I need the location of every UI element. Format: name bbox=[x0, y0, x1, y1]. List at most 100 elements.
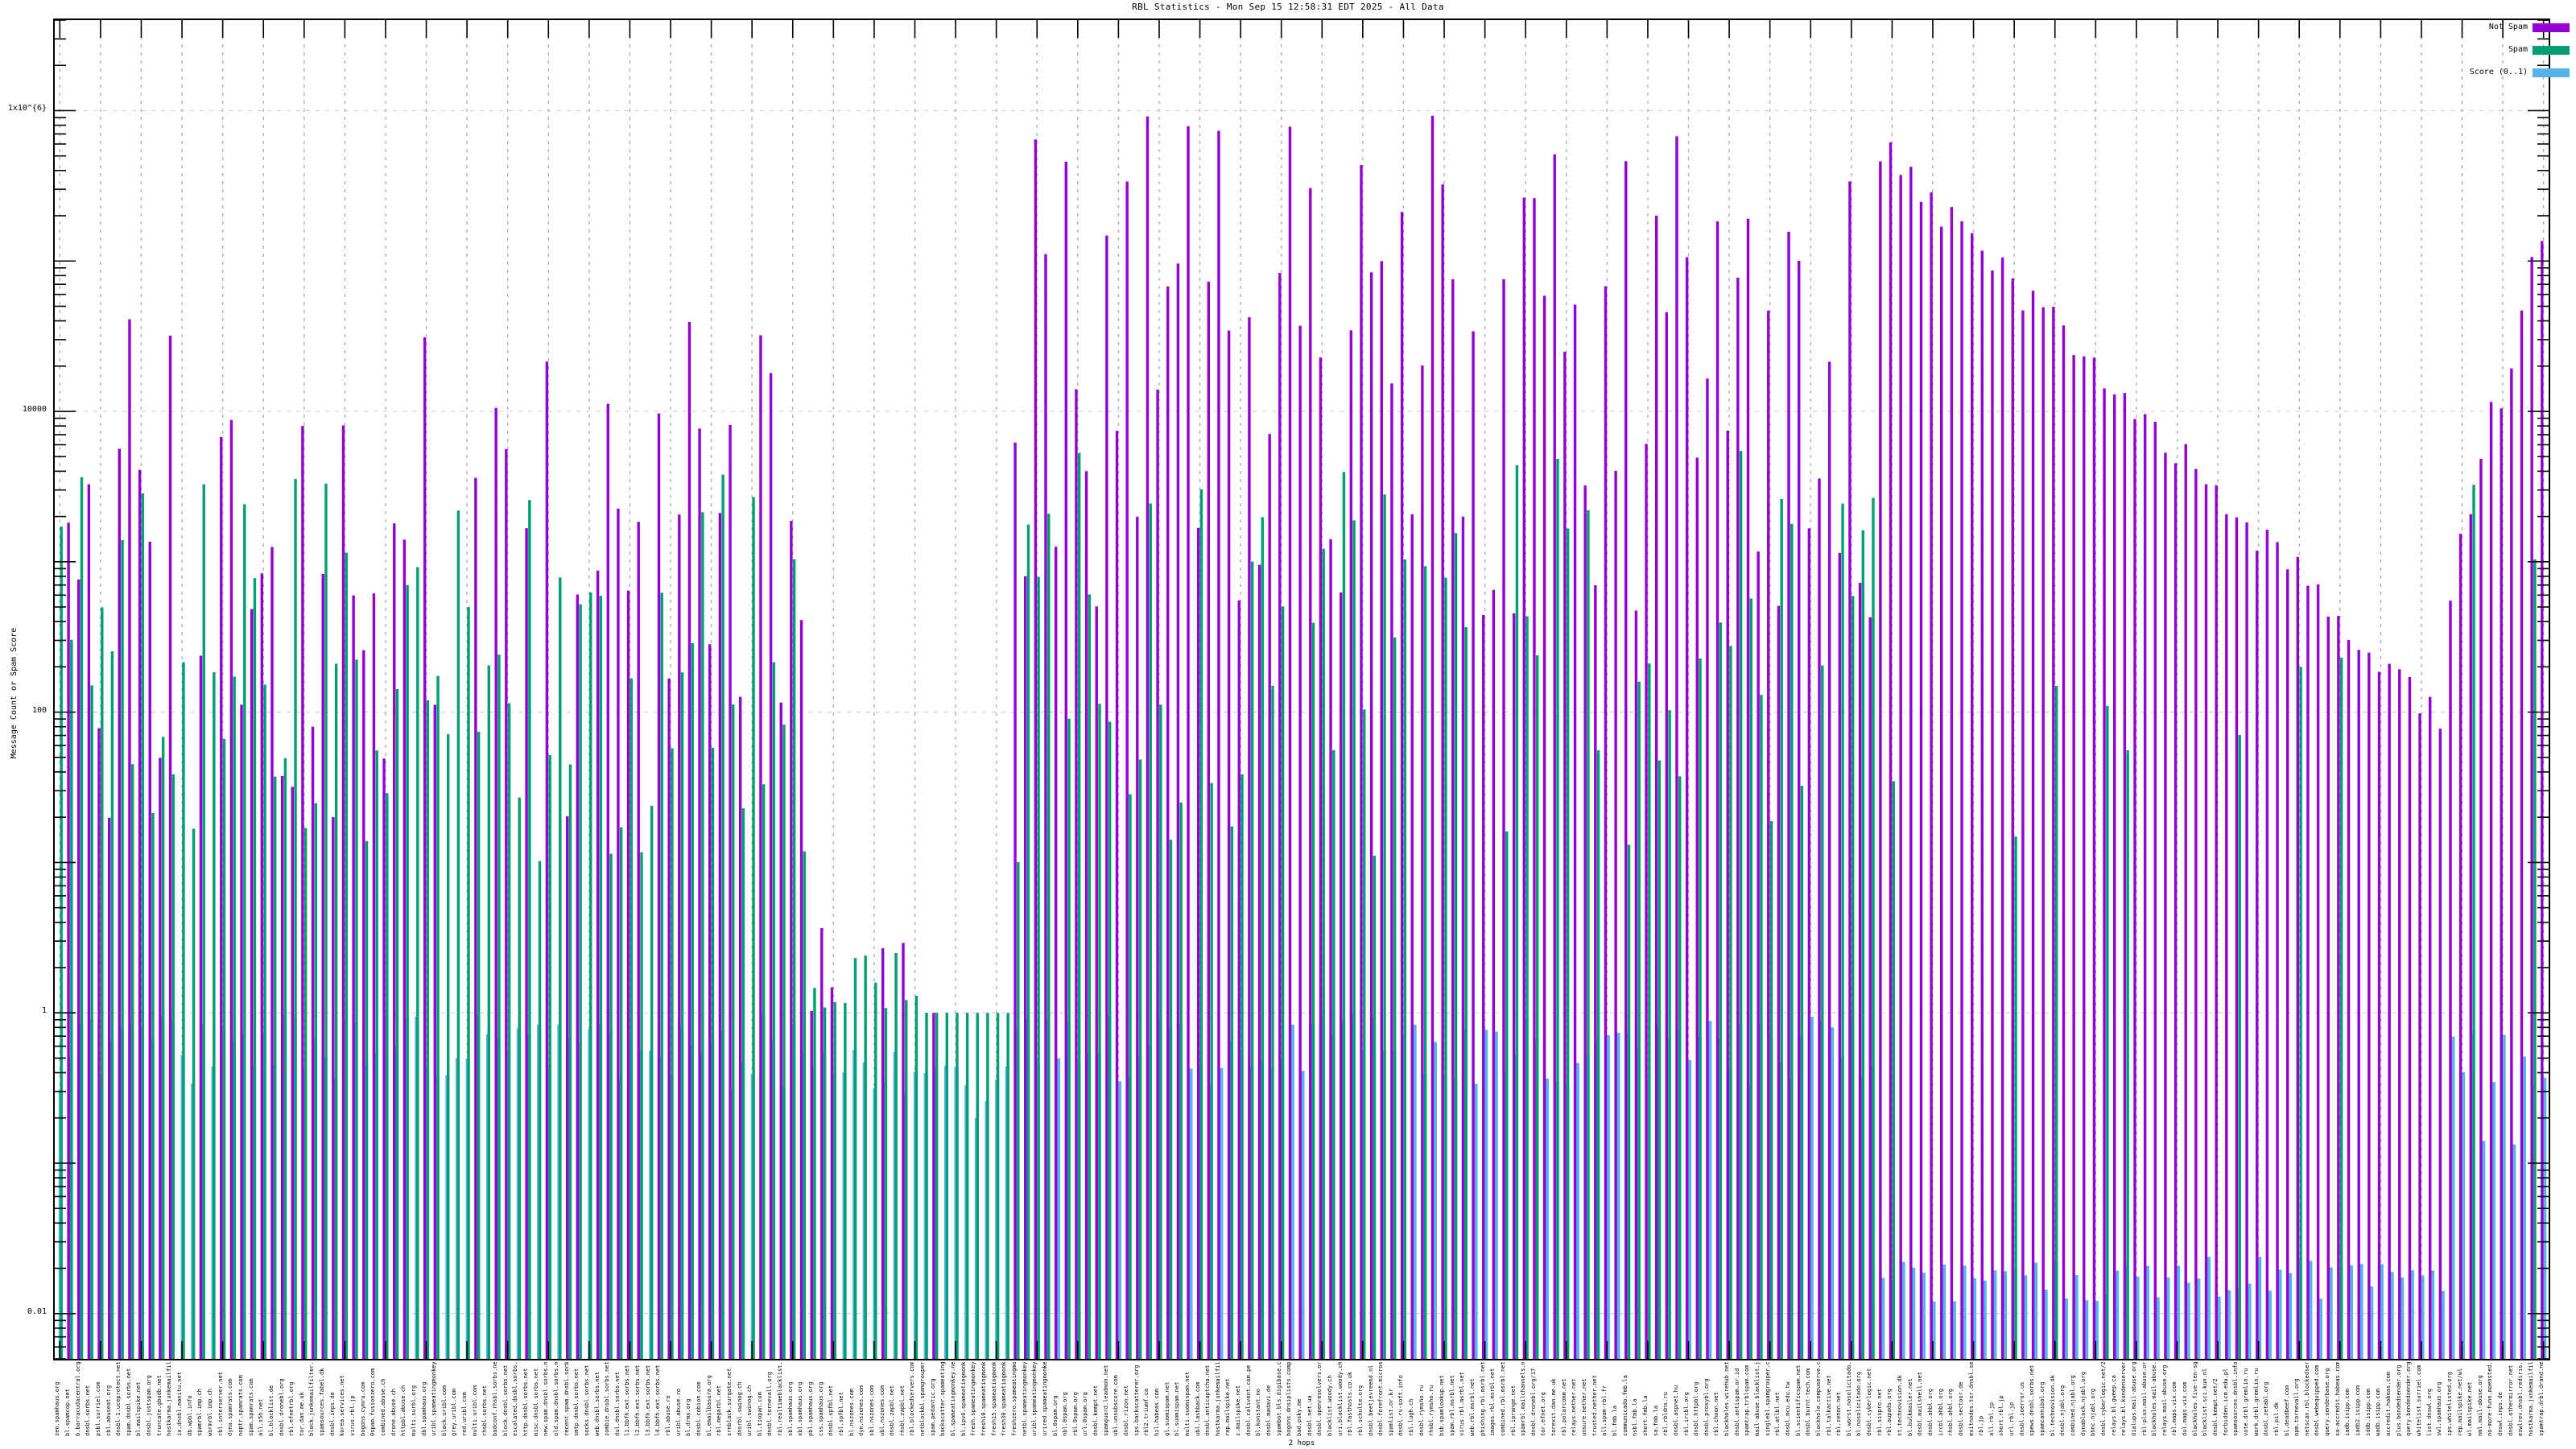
x-axis-tick-label: bl.technovision.dk bbox=[2049, 1375, 2056, 1436]
x-axis-tick-label: relays.bl.kundenserver.de bbox=[2120, 1362, 2128, 1436]
x-axis-tick-label: dnsbl.anticaptcha.net bbox=[1204, 1364, 1212, 1436]
x-axis-tick-label: web.dnsbl.sorbs.net bbox=[593, 1371, 601, 1436]
x-axis-tick-label: dnsbl.othermirror.net bbox=[2507, 1364, 2514, 1436]
x-axis-tick-label: torexit.dan.me.uk bbox=[1550, 1378, 1558, 1436]
x-axis-tick-label: relays.mail-abuse.org bbox=[2161, 1364, 2168, 1436]
x-axis-tick-label: rbl.rbldns.ru bbox=[1662, 1392, 1670, 1436]
x-axis-tick-label: bogons.dnsiplists.completewhois.com bbox=[1286, 1362, 1293, 1436]
x-axis-tick-label: spam.dnsbl.sorbs.net bbox=[125, 1368, 132, 1436]
x-axis-tick-label: dnsbl.webequipped.com bbox=[2314, 1364, 2321, 1436]
x-axis-tick-label: l2.bbfh.ext.sorbs.net bbox=[634, 1364, 642, 1436]
x-axis-tick-label: dnsbl.ioerror.us bbox=[2018, 1381, 2025, 1436]
x-axis-tick-label: all.s5h.net bbox=[258, 1398, 265, 1436]
legend-item-0[interactable]: Not Spam bbox=[2449, 19, 2570, 35]
x-axis-tick-label: rbl.interserver.net bbox=[217, 1371, 224, 1436]
x-axis-tick-label: new.spam.dnsbl.sorbs.net bbox=[543, 1362, 550, 1436]
bars bbox=[58, 115, 2547, 1359]
x-axis-tick-label: bad.psky.me bbox=[1296, 1398, 1302, 1436]
legend: Not Spam Spam Score (0..1) bbox=[2449, 19, 2570, 87]
x-axis-tick-label: dnsbl.cobion.com bbox=[695, 1381, 702, 1436]
x-axis-tick-label: spamcannibal.org bbox=[2039, 1381, 2046, 1436]
x-axis-tick-label: spamrbl.mailchannels.net bbox=[1520, 1362, 1527, 1436]
x-axis-tick-label: httpbl.abuse.ch bbox=[400, 1385, 407, 1436]
x-axis-tick-label: rbl.zenon.net bbox=[1835, 1392, 1843, 1436]
x-axis-tick-label: uribl.spameatingmonkey.net bbox=[431, 1362, 438, 1436]
x-axis-tick-label: dbl.spamhaus.org bbox=[420, 1381, 427, 1436]
x-axis-tick-label: noptr.spamrats.com bbox=[237, 1375, 244, 1436]
x-axis-tick-label: dnsbl.rymsho.ru bbox=[1418, 1385, 1425, 1436]
x-axis-tick-label: spam.rbl.msrbl.net bbox=[1448, 1375, 1455, 1436]
x-axis-tick-label: blacklist.sci.kun.nl bbox=[2202, 1368, 2209, 1436]
x-axis-tick-label: tor.dan.me.uk bbox=[298, 1392, 305, 1436]
x-axis-tick-label: short.fmb.la bbox=[1641, 1395, 1649, 1436]
x-axis-tick-label: dnsbl.dronebl.org bbox=[278, 1378, 285, 1436]
x-axis-tick-label: l1.bbfh.ext.sorbs.net bbox=[624, 1364, 631, 1436]
x-axis-tick-label: grey.uribl.com bbox=[451, 1388, 458, 1436]
x-axis-tick-label: relays.nether.net bbox=[1571, 1378, 1578, 1436]
x-axis-tick-label: rbl.realtimeblacklist.com bbox=[777, 1362, 784, 1436]
x-axis-tick-label: cbl.abuseat.org bbox=[105, 1385, 112, 1436]
x-axis-tick-label: dnsbl.antispam.or.id bbox=[1733, 1368, 1740, 1436]
y-axis-title: Message Count or Spam Score bbox=[10, 627, 19, 759]
x-axis-tick-label: spamtrap.trblspam.com bbox=[1744, 1364, 1751, 1436]
x-axis-tick-label: dnsbl.njabl.org bbox=[2059, 1385, 2066, 1436]
x-axis-tick-label: spamrbl.imp.ch bbox=[196, 1388, 204, 1436]
x-axis-tick-label: url.0spam.org bbox=[1082, 1392, 1089, 1436]
x-axis-tick-label: socks.dnsbl.sorbs.net bbox=[583, 1364, 590, 1436]
x-axis-tick-label: dnsbl.ahbl.org bbox=[1926, 1388, 1934, 1436]
x-axis-tick-label: rbl.iprange.net bbox=[1509, 1385, 1517, 1436]
x-axis-tick-label: wadb.isipp.com bbox=[2375, 1388, 2382, 1436]
x-axis-tick-label: rbl.atlbl.net bbox=[1774, 1392, 1781, 1436]
x-axis-tick-label: bl.tiopan.com bbox=[756, 1392, 763, 1436]
legend-swatch bbox=[2533, 68, 2570, 77]
x-axis-tick-label: dnsbl.net.ua bbox=[1306, 1395, 1313, 1436]
x-axis-tick-label: rbl.aupads.org bbox=[1886, 1388, 1893, 1436]
x-axis-tick-label: red.uribl.com bbox=[461, 1392, 469, 1436]
legend-label: Not Spam bbox=[2488, 23, 2528, 31]
x-axis-tick-label: nml.mail-abuse.org bbox=[2476, 1375, 2483, 1436]
x-axis-tick-label: forbidden.icm.edu.pl bbox=[2222, 1368, 2229, 1436]
x-axis-tick-label: combined.njabl.org bbox=[2070, 1375, 2076, 1436]
y-axis-tick-label: 10000 bbox=[22, 405, 47, 415]
x-axis-tick-label: uri.blacklist.woody.ch bbox=[1336, 1362, 1344, 1436]
x-axis-tick-label: relays.bl.gweep.ca bbox=[2110, 1375, 2117, 1436]
x-axis-tick-label: dnsbl.calivent.com.pe bbox=[1245, 1364, 1252, 1436]
x-axis-tick-label: uribl.abuse.ro bbox=[675, 1388, 682, 1436]
legend-item-1[interactable]: Spam bbox=[2449, 42, 2570, 58]
x-axis-tick-label: combined.rbl.msrbl.net bbox=[1499, 1362, 1506, 1436]
x-axis-tick-label: virus.rbl.jp bbox=[349, 1395, 357, 1436]
x-axis-tick-label: st.technovision.dk bbox=[1897, 1375, 1904, 1436]
x-axis-tick-label: opm.tornevall.org bbox=[2293, 1378, 2301, 1436]
legend-label: Spam bbox=[2508, 45, 2528, 54]
x-axis-tick-label: dnsbl.zetabl.org bbox=[2263, 1381, 2270, 1436]
x-axis-tick-label: bl.spamcop.net bbox=[64, 1388, 71, 1436]
x-axis-tick-label: communicado.fmb.la bbox=[1621, 1375, 1629, 1436]
x-axis-tick-label: rbl.talkactive.net bbox=[1825, 1375, 1832, 1436]
x-axis-tick-label: fresh.spameatingmonkey.net bbox=[970, 1362, 977, 1436]
x-axis-tick-label: 0spam.fusionzero.com bbox=[369, 1368, 377, 1436]
x-axis-tick-label: rbl.schulte.org bbox=[1356, 1385, 1364, 1436]
x-axis-tick-label: ips.backscatterer.org bbox=[1133, 1364, 1140, 1436]
legend-item-2[interactable]: Score (0..1) bbox=[2449, 64, 2570, 80]
x-axis-tick-label: rbl.fasthosts.co.uk bbox=[1347, 1371, 1354, 1436]
x-axis-tick-label: rbl.abuse.ro bbox=[665, 1395, 672, 1436]
x-axis-tick-label: dnsbl.inps.de bbox=[328, 1392, 336, 1436]
y-axis-tick-label: 1x10^{6} bbox=[7, 104, 47, 114]
x-axis-tick-label: zombie.dnsbl.sorbs.net bbox=[604, 1362, 611, 1436]
x-axis-tick-label: dnsbl.httpbl.org bbox=[1693, 1381, 1700, 1436]
x-axis-tick-label: pbl.spamhaus.org bbox=[807, 1381, 815, 1436]
x-axis-tick-label: rbl.lugh.ch bbox=[1408, 1398, 1415, 1436]
x-axis-tick-label: accredit.habeas.com bbox=[2385, 1371, 2392, 1436]
x-axis-tick-label: ubl.lashback.com bbox=[1194, 1381, 1201, 1436]
x-axis-tick-label: rbl.blockedservers.com bbox=[909, 1362, 916, 1436]
x-axis-tick-label: singlebl.spamgrouper.com bbox=[1764, 1362, 1771, 1436]
x-axis-tick-label: exitnodes.tor.dnsbl.sectoor.de bbox=[1967, 1362, 1975, 1436]
x-axis-tick-label: spews.dnsbl.sorbs.net bbox=[2029, 1364, 2036, 1436]
x-axis-tick-label: block.dnsbl.sorbs.net bbox=[502, 1364, 509, 1436]
x-axis-labels: zen.spamhaus.org bl.spamcop.net b.barracud… bbox=[53, 1362, 2550, 1447]
x-axis-tick-label: bl.deadbeef.com bbox=[2283, 1385, 2290, 1436]
x-axis-tick-label: dnsbl.cyberlogic.net bbox=[1866, 1368, 1873, 1436]
x-axis-tick-label: nsbl.fmb.la bbox=[1632, 1398, 1639, 1436]
x-axis-tick-label: rbl.pil.dk bbox=[2273, 1402, 2280, 1436]
